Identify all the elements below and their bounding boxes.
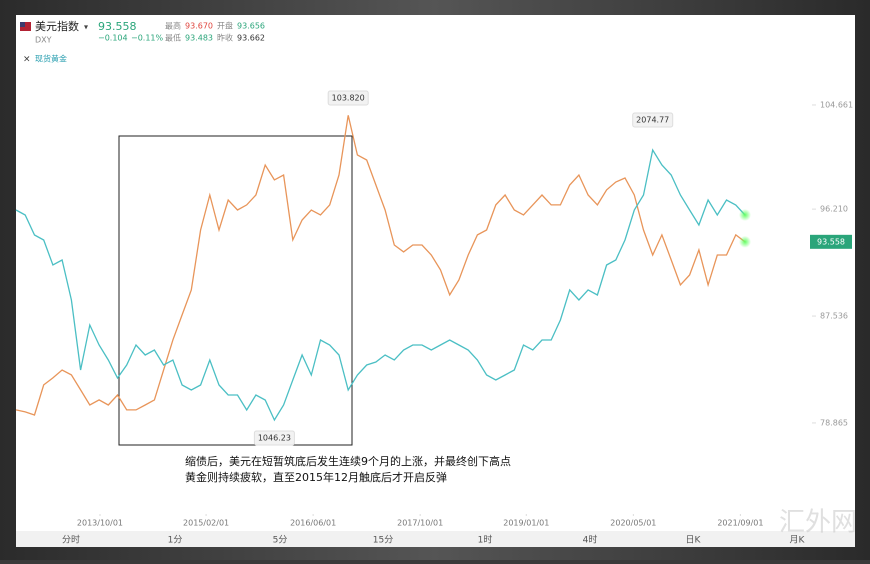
flag: [20, 22, 31, 31]
caption-line: 缩债后，美元在短暂筑底后发生连续9个月的上涨，并最终创下高点: [185, 454, 511, 468]
series-line: [15, 115, 746, 416]
x-tick-label: 2021/09/01: [717, 519, 763, 528]
open: 93.656: [237, 22, 265, 31]
flag-canton: [20, 22, 25, 27]
toolbar-item[interactable]: 月K: [790, 535, 806, 546]
annotation: 2074.77: [636, 116, 669, 125]
x-tick-label: 2016/06/01: [290, 519, 336, 528]
x-tick-label: 2015/02/01: [183, 519, 229, 528]
remove-compare[interactable]: ×: [23, 55, 31, 65]
change: −0.104: [98, 34, 128, 43]
caption-line: 黄金则持续疲软，直至2015年12月触底后才开启反弹: [185, 470, 447, 484]
price-tag: [810, 234, 852, 249]
annotation-box: [632, 112, 674, 128]
low-label: 最低: [165, 33, 181, 43]
toolbar-item[interactable]: 15分: [373, 535, 393, 546]
annotation: 1046.23: [258, 434, 291, 443]
compare-name[interactable]: 现货黄金: [35, 54, 67, 64]
x-tick-label: 2013/10/01: [77, 519, 123, 528]
y-tick-label: 87.536: [820, 312, 848, 321]
y-tick-label: 78.865: [820, 418, 848, 427]
toolbar-item[interactable]: 1分: [168, 535, 183, 546]
toolbar-item[interactable]: 1时: [478, 534, 493, 546]
toolbar-item[interactable]: 4时: [583, 534, 598, 546]
header: 美元指数 ▾ 93.558 DXY −0.104 −0.11% 最高 93.67…: [20, 19, 265, 65]
low: 93.483: [185, 34, 213, 43]
dropdown[interactable]: ▾: [84, 23, 88, 32]
toolbar-item[interactable]: 日K: [686, 535, 702, 546]
prev: 93.662: [237, 34, 265, 43]
highlight-box: [118, 135, 353, 446]
symbol-code: DXY: [35, 36, 52, 45]
open-label: 开盘: [217, 21, 233, 31]
x-tick-label: 2019/01/01: [503, 519, 549, 528]
high: 93.670: [185, 22, 213, 31]
toolbar-bg: [16, 531, 855, 547]
x-tick-label: 2020/05/01: [610, 519, 656, 528]
x-tick-label: 2017/10/01: [397, 519, 443, 528]
toolbar-item[interactable]: 分时: [62, 534, 80, 546]
end-glow: [739, 208, 751, 221]
annotation-box: [253, 430, 295, 446]
annotation-box: [327, 90, 369, 106]
y-tick-label: 104.661: [820, 100, 853, 109]
series-line: [15, 148, 746, 422]
symbol-name[interactable]: 美元指数: [35, 19, 79, 33]
price: 93.558: [98, 20, 137, 33]
annotation: 103.820: [332, 94, 365, 103]
end-glow: [739, 235, 751, 248]
prev-label: 昨收: [217, 33, 233, 43]
change-pct: −0.11%: [131, 34, 164, 43]
price-tag-label: 93.558: [817, 237, 845, 246]
y-tick-label: 96.210: [820, 205, 848, 214]
panel: [16, 15, 855, 547]
watermark: 汇外网: [779, 508, 857, 538]
high-label: 最高: [165, 21, 181, 31]
toolbar-item[interactable]: 5分: [273, 535, 288, 546]
